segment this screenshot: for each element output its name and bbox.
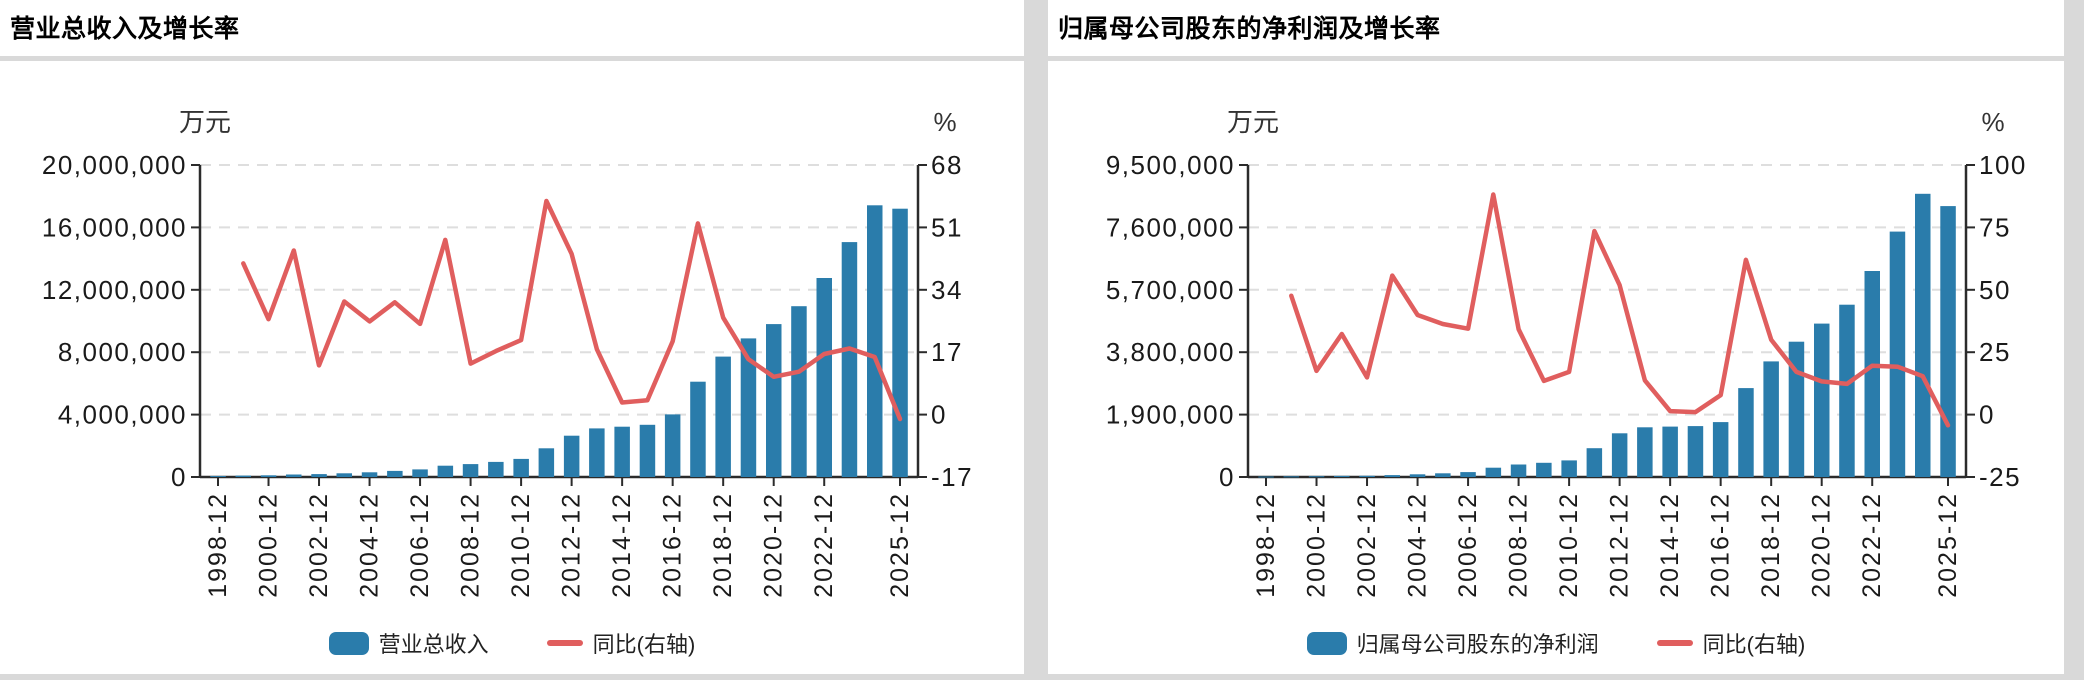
revenue-panel: 营业总收入及增长率 20,000,000 16,000,000 12,000,000… [0, 0, 1024, 674]
svg-text:0: 0 [171, 462, 187, 492]
net-profit-chart-area: 9,500,000 7,600,000 5,700,000 3,800,000 1,90… [1048, 61, 2064, 659]
svg-text:0: 0 [1979, 400, 1995, 430]
svg-text:2022-12: 2022-12 [810, 492, 838, 598]
svg-text:20,000,000: 20,000,000 [42, 150, 187, 180]
svg-text:2022-12: 2022-12 [1858, 492, 1886, 598]
bar-series-swatch [1306, 631, 1347, 655]
panel-divider [1024, 0, 1048, 674]
svg-text:2020-12: 2020-12 [1808, 492, 1836, 598]
svg-text:1,900,000: 1,900,000 [1106, 400, 1235, 430]
revenue-chart-legend: 营业总收入 同比(右轴) [0, 627, 1024, 659]
svg-text:3,800,000: 3,800,000 [1106, 337, 1235, 367]
svg-text:2004-12: 2004-12 [356, 492, 384, 598]
legend-item-profit-bar: 归属母公司股东的净利润 [1306, 627, 1599, 659]
svg-text:17: 17 [931, 337, 963, 367]
svg-text:万元: 万元 [179, 107, 231, 137]
svg-text:2025-12: 2025-12 [886, 492, 914, 598]
svg-text:2025-12: 2025-12 [1934, 492, 1962, 598]
line-series-swatch [1656, 640, 1693, 646]
svg-text:34: 34 [931, 275, 963, 305]
svg-text:100: 100 [1979, 150, 2027, 180]
revenue-chart-canvas: 20,000,000 16,000,000 12,000,000 8,000,000 4… [42, 107, 973, 598]
svg-text:2018-12: 2018-12 [709, 492, 737, 598]
svg-text:2008-12: 2008-12 [1505, 492, 1533, 598]
svg-text:2006-12: 2006-12 [1454, 492, 1482, 598]
svg-text:2012-12: 2012-12 [558, 492, 586, 598]
svg-text:68: 68 [931, 150, 963, 180]
line-series-label: 同比(右轴) [1702, 632, 1806, 657]
svg-text:2002-12: 2002-12 [305, 492, 333, 598]
svg-text:2000-12: 2000-12 [1303, 492, 1331, 598]
svg-text:5,700,000: 5,700,000 [1106, 275, 1235, 305]
svg-text:7,600,000: 7,600,000 [1106, 212, 1235, 242]
svg-text:2016-12: 2016-12 [659, 492, 687, 598]
line-series-label: 同比(右轴) [592, 632, 696, 657]
svg-text:2002-12: 2002-12 [1353, 492, 1381, 598]
svg-text:2020-12: 2020-12 [760, 492, 788, 598]
net-profit-chart-legend: 归属母公司股东的净利润 同比(右轴) [1048, 627, 2064, 659]
svg-text:2014-12: 2014-12 [1656, 492, 1684, 598]
svg-text:2006-12: 2006-12 [406, 492, 434, 598]
net-profit-chart-title: 归属母公司股东的净利润及增长率 [1048, 0, 2064, 61]
svg-text:2018-12: 2018-12 [1757, 492, 1785, 598]
net-profit-panel: 归属母公司股东的净利润及增长率 9,500,000 7,600,000 5,700,… [1048, 0, 2064, 674]
revenue-chart-title: 营业总收入及增长率 [0, 0, 1024, 61]
svg-text:8,000,000: 8,000,000 [58, 337, 187, 367]
svg-text:2010-12: 2010-12 [507, 492, 535, 598]
svg-text:2000-12: 2000-12 [255, 492, 283, 598]
svg-text:2016-12: 2016-12 [1707, 492, 1735, 598]
svg-text:4,000,000: 4,000,000 [58, 400, 187, 430]
svg-text:2004-12: 2004-12 [1404, 492, 1432, 598]
net-profit-chart-canvas: 9,500,000 7,600,000 5,700,000 3,800,000 1,90… [1106, 107, 2027, 598]
svg-text:2008-12: 2008-12 [457, 492, 485, 598]
svg-text:0: 0 [931, 400, 947, 430]
legend-item-revenue-line: 同比(右轴) [546, 627, 696, 659]
svg-text:0: 0 [1219, 462, 1235, 492]
svg-text:51: 51 [931, 212, 963, 242]
svg-text:2010-12: 2010-12 [1555, 492, 1583, 598]
bar-series-swatch [328, 631, 369, 655]
svg-text:1998-12: 1998-12 [204, 492, 232, 598]
svg-text:-17: -17 [931, 462, 973, 492]
bar-series-label: 营业总收入 [378, 632, 489, 657]
svg-text:万元: 万元 [1227, 107, 1279, 137]
line-series-swatch [546, 640, 583, 646]
svg-text:75: 75 [1979, 212, 2011, 242]
svg-text:%: % [1981, 107, 2004, 137]
svg-text:9,500,000: 9,500,000 [1106, 150, 1235, 180]
svg-text:25: 25 [1979, 337, 2011, 367]
svg-text:12,000,000: 12,000,000 [42, 275, 187, 305]
svg-text:-25: -25 [1979, 462, 2021, 492]
svg-text:%: % [933, 107, 956, 137]
bar-series-label: 归属母公司股东的净利润 [1356, 632, 1599, 657]
revenue-chart-area: 20,000,000 16,000,000 12,000,000 8,000,000 4… [0, 61, 1024, 659]
legend-item-profit-line: 同比(右轴) [1656, 627, 1806, 659]
svg-text:16,000,000: 16,000,000 [42, 212, 187, 242]
svg-text:50: 50 [1979, 275, 2011, 305]
svg-text:2014-12: 2014-12 [608, 492, 636, 598]
legend-item-revenue-bar: 营业总收入 [328, 627, 489, 659]
svg-text:1998-12: 1998-12 [1252, 492, 1280, 598]
svg-text:2012-12: 2012-12 [1606, 492, 1634, 598]
